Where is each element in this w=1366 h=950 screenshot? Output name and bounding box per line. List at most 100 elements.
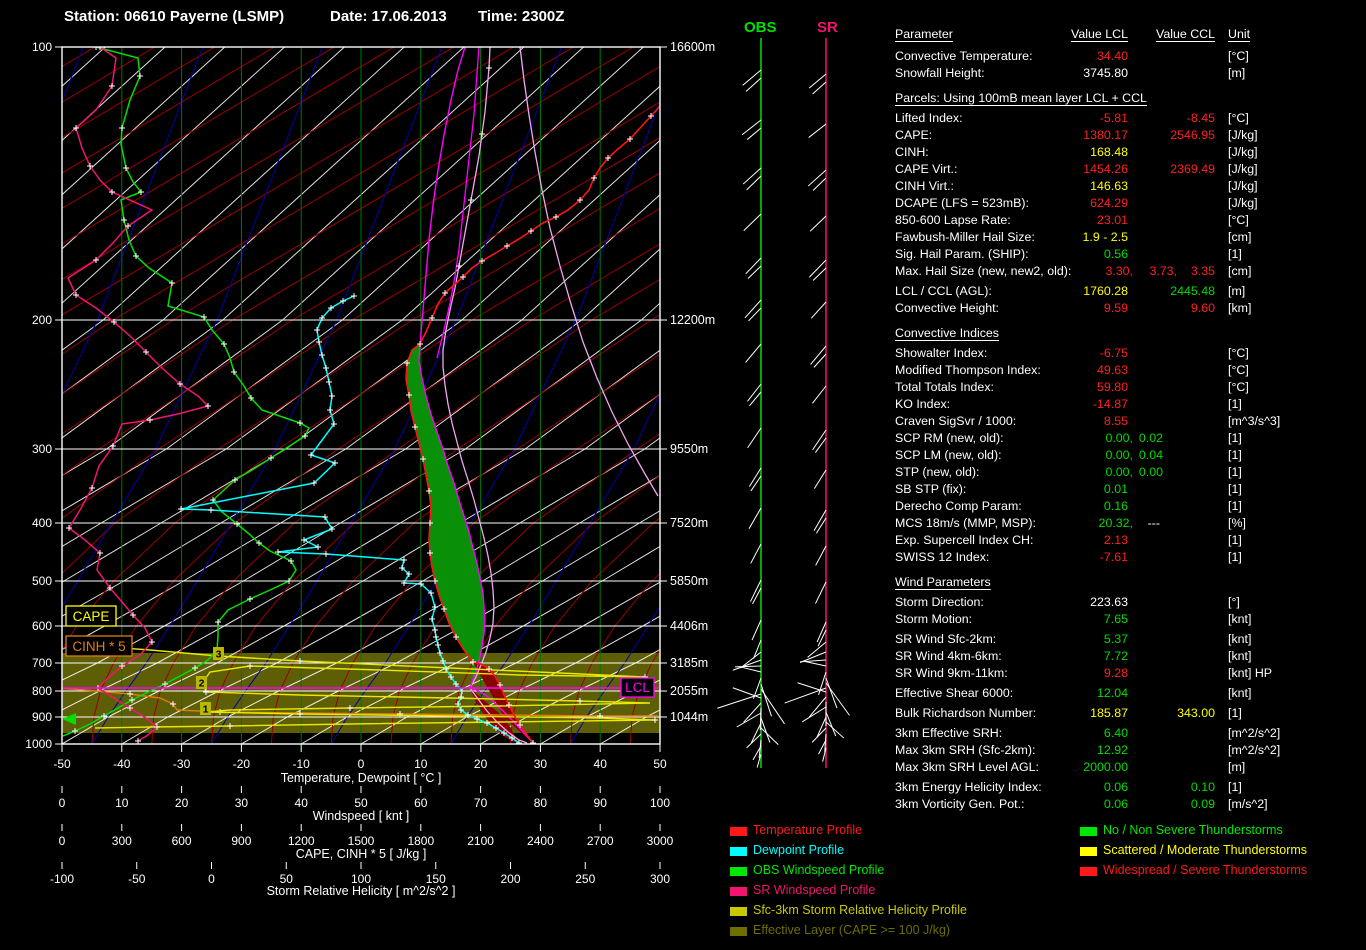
row-label: SWISS 12 Index: xyxy=(895,550,990,564)
svg-text:-20: -20 xyxy=(233,757,251,771)
row-label: STP (new, old): xyxy=(895,465,980,479)
row-value: 146.63 xyxy=(1090,179,1128,193)
row-unit: [m] xyxy=(1228,66,1246,80)
row-label: Snowfall Height: xyxy=(895,66,985,80)
legend-label: OBS Windspeed Profile xyxy=(753,863,885,877)
row-unit: [1] xyxy=(1228,431,1242,445)
svg-text:SR: SR xyxy=(817,19,838,36)
row-value: 0.16 xyxy=(1103,499,1128,513)
svg-text:-100: -100 xyxy=(50,872,74,886)
cape-label: CAPE xyxy=(65,605,117,627)
svg-text:Storm Relative Helicity [ m^2/: Storm Relative Helicity [ m^2/s^2 ] xyxy=(267,884,456,898)
row-value: 3.35 xyxy=(1190,264,1215,278)
column-header: Value LCL xyxy=(1071,27,1128,41)
svg-text:2055m: 2055m xyxy=(670,684,708,698)
legend-label: Widespread / Severe Thunderstorms xyxy=(1103,863,1308,877)
column-header: Unit xyxy=(1228,27,1251,41)
svg-text:700: 700 xyxy=(32,656,52,670)
svg-text:50: 50 xyxy=(653,757,667,771)
legend-label: Temperature Profile xyxy=(753,823,863,837)
row-value: 23.01 xyxy=(1096,213,1128,227)
row-value: 3.30, xyxy=(1105,264,1133,278)
row-unit: [1] xyxy=(1228,499,1242,513)
row-unit: [J/kg] xyxy=(1228,145,1258,159)
row-value: 2445.48 xyxy=(1170,284,1215,298)
row-label: CINH: xyxy=(895,145,929,159)
row-unit: [1] xyxy=(1228,533,1242,547)
row-label: Modified Thompson Index: xyxy=(895,363,1041,377)
row-unit: [J/kg] xyxy=(1228,179,1258,193)
x-axis-0: -50 -40 -30 -20 -10 0 10 20 30 40 50 Temperature, D… xyxy=(53,744,667,785)
row-unit: [%] xyxy=(1228,516,1246,530)
svg-text:0: 0 xyxy=(59,834,66,848)
svg-text:100: 100 xyxy=(351,872,371,886)
legend-swatch-icon xyxy=(730,867,747,876)
row-value: 9.28 xyxy=(1103,666,1128,680)
date-title: Date: 17.06.2013 xyxy=(330,8,447,25)
row-unit: [knt] xyxy=(1228,686,1252,700)
svg-text:150: 150 xyxy=(426,872,446,886)
legend-swatch-icon xyxy=(730,827,747,836)
legend-swatch-icon xyxy=(730,887,747,896)
svg-text:1044m: 1044m xyxy=(670,710,708,724)
obs-wind-barb-panel: OBS xyxy=(717,19,785,768)
svg-text:600: 600 xyxy=(32,619,52,633)
column-header: Value CCL xyxy=(1155,27,1215,41)
svg-text:9550m: 9550m xyxy=(670,442,708,456)
svg-text:3185m: 3185m xyxy=(670,656,708,670)
row-label: CAPE Virt.: xyxy=(895,162,958,176)
pressure-axis: 100 16600m 200 12200m 300 9550m 400 7520m 500 585… xyxy=(25,40,715,751)
svg-text:3: 3 xyxy=(216,649,222,661)
row-unit: [1] xyxy=(1228,482,1242,496)
row-value: 0.06 xyxy=(1103,780,1128,794)
row-value: 2000.00 xyxy=(1083,760,1128,774)
row-label: CAPE: xyxy=(895,128,933,142)
row-value: 8.55 xyxy=(1103,414,1128,428)
svg-text:-30: -30 xyxy=(173,757,191,771)
row-value: 0.04 xyxy=(1138,448,1163,462)
svg-text:2100: 2100 xyxy=(467,834,494,848)
svg-text:40: 40 xyxy=(295,796,309,810)
row-value: 1.9 - 2.5 xyxy=(1082,230,1128,244)
legend-swatch-icon xyxy=(730,907,747,916)
legend-label: Effective Layer (CAPE >= 100 J/kg) xyxy=(753,923,951,937)
row-label: SB STP (fix): xyxy=(895,482,967,496)
row-label: Showalter Index: xyxy=(895,346,988,360)
row-label: Storm Direction: xyxy=(895,595,984,609)
row-value: 12.04 xyxy=(1096,686,1128,700)
row-label: Max 3km SRH Level AGL: xyxy=(895,760,1039,774)
km-marker: 1 xyxy=(200,702,211,716)
row-label: Max 3km SRH (Sfc-2km): xyxy=(895,743,1036,757)
svg-text:900: 900 xyxy=(32,710,52,724)
row-value: 49.63 xyxy=(1096,363,1128,377)
row-value: 7.65 xyxy=(1103,612,1128,626)
row-unit: [°C] xyxy=(1228,111,1249,125)
row-unit: [cm] xyxy=(1228,264,1252,278)
svg-text:LCL: LCL xyxy=(625,680,650,695)
row-label: Craven SigSvr / 1000: xyxy=(895,414,1017,428)
row-value: 5.37 xyxy=(1103,632,1128,646)
row-value: 7.72 xyxy=(1103,649,1128,663)
svg-text:1: 1 xyxy=(203,704,209,716)
svg-text:10: 10 xyxy=(414,757,428,771)
row-label: SR Wind 4km-6km: xyxy=(895,649,1002,663)
svg-text:12200m: 12200m xyxy=(670,313,715,327)
svg-text:4406m: 4406m xyxy=(670,619,708,633)
svg-text:400: 400 xyxy=(32,516,52,530)
svg-text:60: 60 xyxy=(414,796,428,810)
row-label: SCP RM (new, old): xyxy=(895,431,1004,445)
row-value: 59.80 xyxy=(1096,380,1128,394)
row-value: 6.40 xyxy=(1103,726,1128,740)
row-value: 0.01 xyxy=(1103,482,1128,496)
row-unit: [J/kg] xyxy=(1228,196,1258,210)
row-value: 185.87 xyxy=(1090,706,1128,720)
row-label: SR Wind Sfc-2km: xyxy=(895,632,997,646)
grid-lines xyxy=(62,47,660,744)
row-value: 34.40 xyxy=(1096,49,1128,63)
svg-text:-10: -10 xyxy=(293,757,311,771)
svg-text:-50: -50 xyxy=(53,757,71,771)
row-value: -8.45 xyxy=(1186,111,1215,125)
row-label: KO Index: xyxy=(895,397,951,411)
row-unit: [J/kg] xyxy=(1228,162,1258,176)
row-unit: [1] xyxy=(1228,247,1242,261)
